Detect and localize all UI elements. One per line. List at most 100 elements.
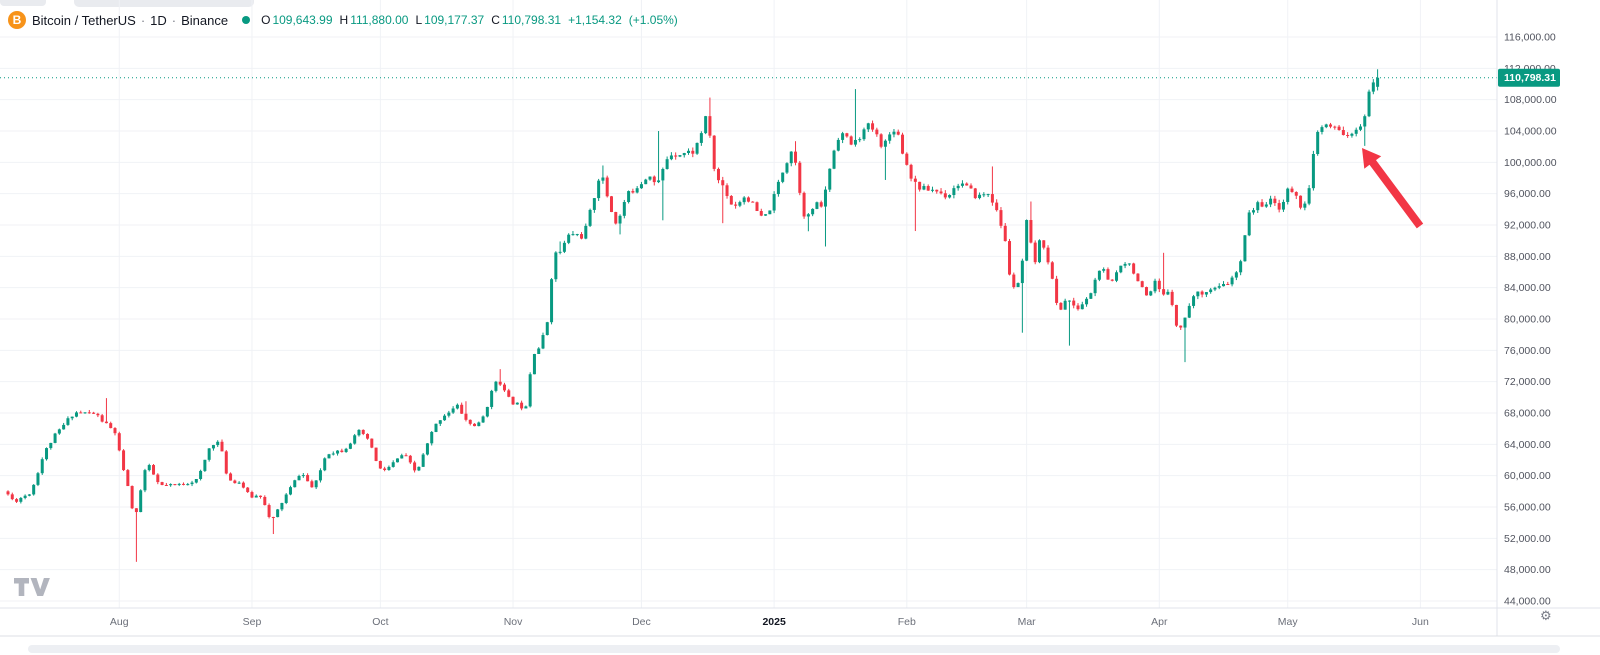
candle[interactable] [1264,202,1268,208]
candle[interactable] [781,172,785,184]
candle[interactable] [391,460,395,468]
candle[interactable] [811,208,815,217]
candle[interactable] [66,416,70,426]
candle[interactable] [1179,325,1183,330]
candle[interactable] [1059,302,1063,311]
candle[interactable] [704,115,708,135]
arrow-shape[interactable] [1362,148,1424,229]
candle[interactable] [729,195,733,205]
candle[interactable] [644,178,648,185]
candle[interactable] [1144,286,1148,296]
candle[interactable] [1346,132,1350,138]
candle[interactable] [832,149,836,170]
candle[interactable] [562,240,566,254]
candle[interactable] [400,453,404,459]
candle[interactable] [276,508,280,518]
candle[interactable] [1097,270,1101,282]
candle[interactable] [1020,258,1024,333]
candle[interactable] [1166,289,1170,296]
candle[interactable] [79,410,83,414]
price-axis[interactable]: 116,000.00112,000.00108,000.00104,000.00… [1504,32,1557,608]
candle[interactable] [1204,292,1208,298]
candle[interactable] [712,135,716,172]
candle[interactable] [468,419,472,426]
candle[interactable] [764,214,768,216]
candle[interactable] [943,190,947,200]
candle[interactable] [357,429,361,437]
candle[interactable] [361,429,365,436]
candle[interactable] [301,473,305,478]
candle[interactable] [331,451,335,456]
candle[interactable] [575,233,579,237]
candle[interactable] [639,181,643,189]
candle[interactable] [164,482,168,486]
tradingview-logo-mark[interactable]: TradingView [14,578,50,596]
candle[interactable] [815,201,819,210]
candle[interactable] [742,196,746,205]
candle[interactable] [271,516,275,535]
candle[interactable] [948,194,952,199]
candle[interactable] [241,481,245,489]
candle[interactable] [828,168,832,192]
candle[interactable] [464,401,468,422]
candle[interactable] [1376,69,1380,91]
candle[interactable] [571,231,575,236]
candle[interactable] [481,415,485,423]
candle[interactable] [336,450,340,456]
candle[interactable] [92,411,96,414]
candle[interactable] [6,490,10,496]
candle[interactable] [250,490,254,499]
candle[interactable] [759,208,763,217]
candle[interactable] [109,421,113,429]
candle[interactable] [699,131,703,146]
candle[interactable] [104,398,108,424]
candle[interactable] [186,482,190,486]
candle[interactable] [451,406,455,414]
candle[interactable] [387,465,391,471]
candle[interactable] [494,380,498,393]
candle[interactable] [849,135,853,146]
horizontal-scrollbar[interactable] [28,645,1560,653]
candle[interactable] [485,406,489,418]
candle[interactable] [502,382,506,392]
candle[interactable] [995,199,999,212]
candle[interactable] [378,460,382,469]
candle[interactable] [1140,280,1144,288]
candle[interactable] [605,175,609,198]
candle[interactable] [1230,275,1234,287]
candle[interactable] [199,469,203,481]
candle[interactable] [190,480,194,487]
candle[interactable] [152,464,156,475]
candle[interactable] [1106,267,1110,280]
series-status-dot[interactable] [242,16,251,24]
candle[interactable] [1127,263,1131,266]
candle[interactable] [871,120,875,132]
candle[interactable] [1316,130,1320,156]
candle[interactable] [83,412,87,414]
candle[interactable] [1183,317,1187,363]
candle[interactable] [36,471,40,487]
candle[interactable] [19,496,23,504]
candle[interactable] [691,147,695,158]
candle[interactable] [173,483,177,486]
candle[interactable] [1174,304,1178,328]
candle[interactable] [1234,271,1238,281]
candle[interactable] [1012,272,1016,289]
candle[interactable] [665,156,669,170]
candle[interactable] [1200,290,1204,298]
candle[interactable] [1037,239,1041,264]
candle[interactable] [1110,279,1114,282]
candle[interactable] [288,485,292,496]
candle[interactable] [1067,300,1071,346]
candle[interactable] [455,403,459,410]
candle[interactable] [520,400,524,411]
candle[interactable] [216,440,220,447]
candle[interactable] [841,131,845,144]
candle[interactable] [532,353,536,375]
candle[interactable] [922,183,926,191]
candle[interactable] [1136,273,1140,282]
candle[interactable] [383,466,387,472]
candle[interactable] [952,185,956,199]
candle[interactable] [618,214,622,235]
